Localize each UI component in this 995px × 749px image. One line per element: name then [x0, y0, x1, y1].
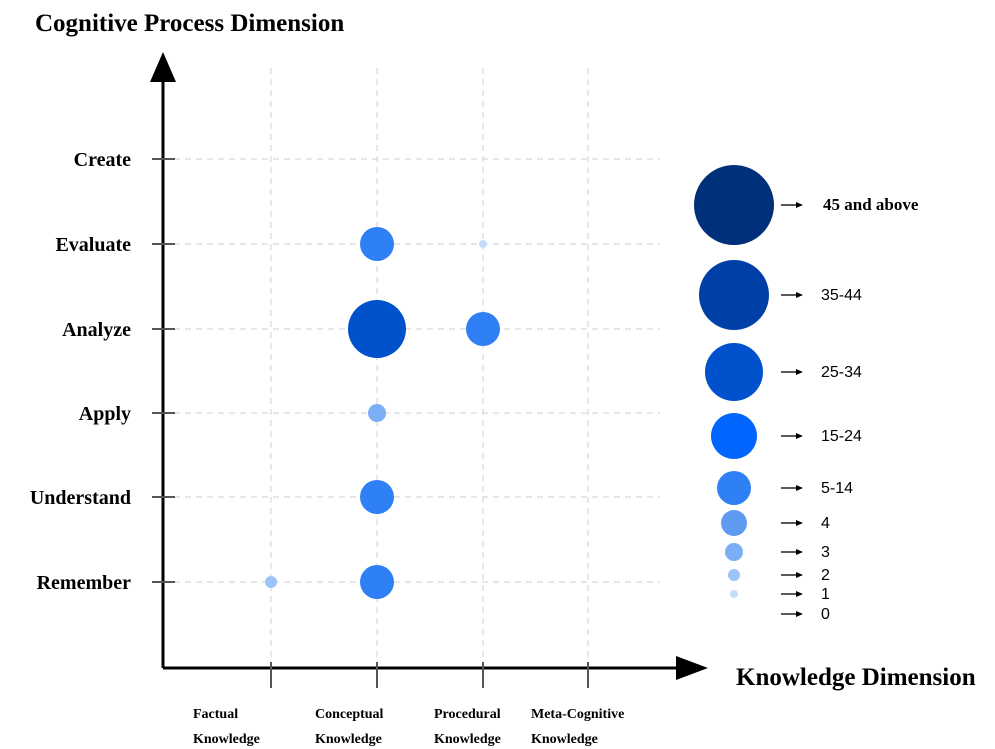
tick-labels: Remember Understand Apply Analyze Evaluate Cr… — [30, 149, 624, 747]
legend-swatch — [728, 569, 740, 581]
data-bubble — [368, 404, 386, 422]
y-axis-arrowhead — [150, 52, 176, 82]
legend-swatch — [730, 590, 738, 598]
legend-arrowhead — [796, 520, 803, 526]
legend-arrowhead — [796, 611, 803, 617]
y-tick-label: Apply — [79, 403, 131, 425]
x-tick-label: Procedural — [434, 707, 501, 722]
axes — [150, 52, 708, 688]
x-axis-arrowhead — [676, 656, 708, 680]
legend-swatch — [694, 165, 774, 245]
legend-label: 15-24 — [821, 428, 862, 445]
legend-swatch — [725, 543, 743, 561]
x-tick-label: Conceptual — [315, 707, 384, 722]
x-tick-label: Knowledge — [531, 732, 598, 747]
grid — [163, 68, 660, 668]
legend-label: 3 — [821, 544, 830, 561]
x-tick-label: Meta-Cognitive — [531, 707, 624, 722]
data-bubble — [360, 565, 394, 599]
legend-arrowhead — [796, 549, 803, 555]
legend-arrowhead — [796, 485, 803, 491]
legend-label: 35-44 — [821, 287, 862, 304]
legend-label: 0 — [821, 606, 830, 623]
legend-label: 25-34 — [821, 364, 862, 381]
data-bubble — [360, 480, 394, 514]
legend-swatch — [699, 260, 769, 330]
y-tick-label: Evaluate — [55, 234, 131, 256]
legend-arrowhead — [796, 591, 803, 597]
legend-arrowhead — [796, 433, 803, 439]
legend-label: 45 and above — [823, 195, 919, 214]
legend-label: 5-14 — [821, 480, 853, 497]
data-bubble — [466, 312, 500, 346]
x-tick-label: Knowledge — [193, 732, 260, 747]
x-tick-label: Factual — [193, 707, 238, 722]
chart-title: Cognitive Process Dimension — [35, 10, 344, 37]
y-tick-label: Understand — [30, 487, 131, 509]
legend-arrowhead — [796, 202, 803, 208]
legend-label: 4 — [821, 515, 830, 532]
legend: 45 and above 35-44 25-34 15-24 5-14 4 3 2 1 0 — [694, 165, 919, 623]
legend-arrowhead — [796, 369, 803, 375]
legend-arrowhead — [796, 292, 803, 298]
legend-label: 2 — [821, 567, 830, 584]
data-bubble — [360, 227, 394, 261]
y-tick-label: Analyze — [62, 319, 131, 341]
x-axis-title: Knowledge Dimension — [736, 664, 976, 691]
legend-swatch — [721, 510, 747, 536]
data-bubble — [348, 300, 406, 358]
legend-swatch — [705, 343, 763, 401]
legend-swatch — [717, 471, 751, 505]
legend-arrowhead — [796, 572, 803, 578]
y-tick-label: Remember — [37, 572, 132, 594]
legend-label: 1 — [821, 586, 830, 603]
data-bubble — [265, 576, 277, 588]
legend-swatch — [711, 413, 757, 459]
x-tick-label: Knowledge — [434, 732, 501, 747]
bubbles — [265, 227, 500, 599]
data-bubble — [479, 240, 487, 248]
x-tick-label: Knowledge — [315, 732, 382, 747]
y-tick-label: Create — [74, 149, 131, 171]
